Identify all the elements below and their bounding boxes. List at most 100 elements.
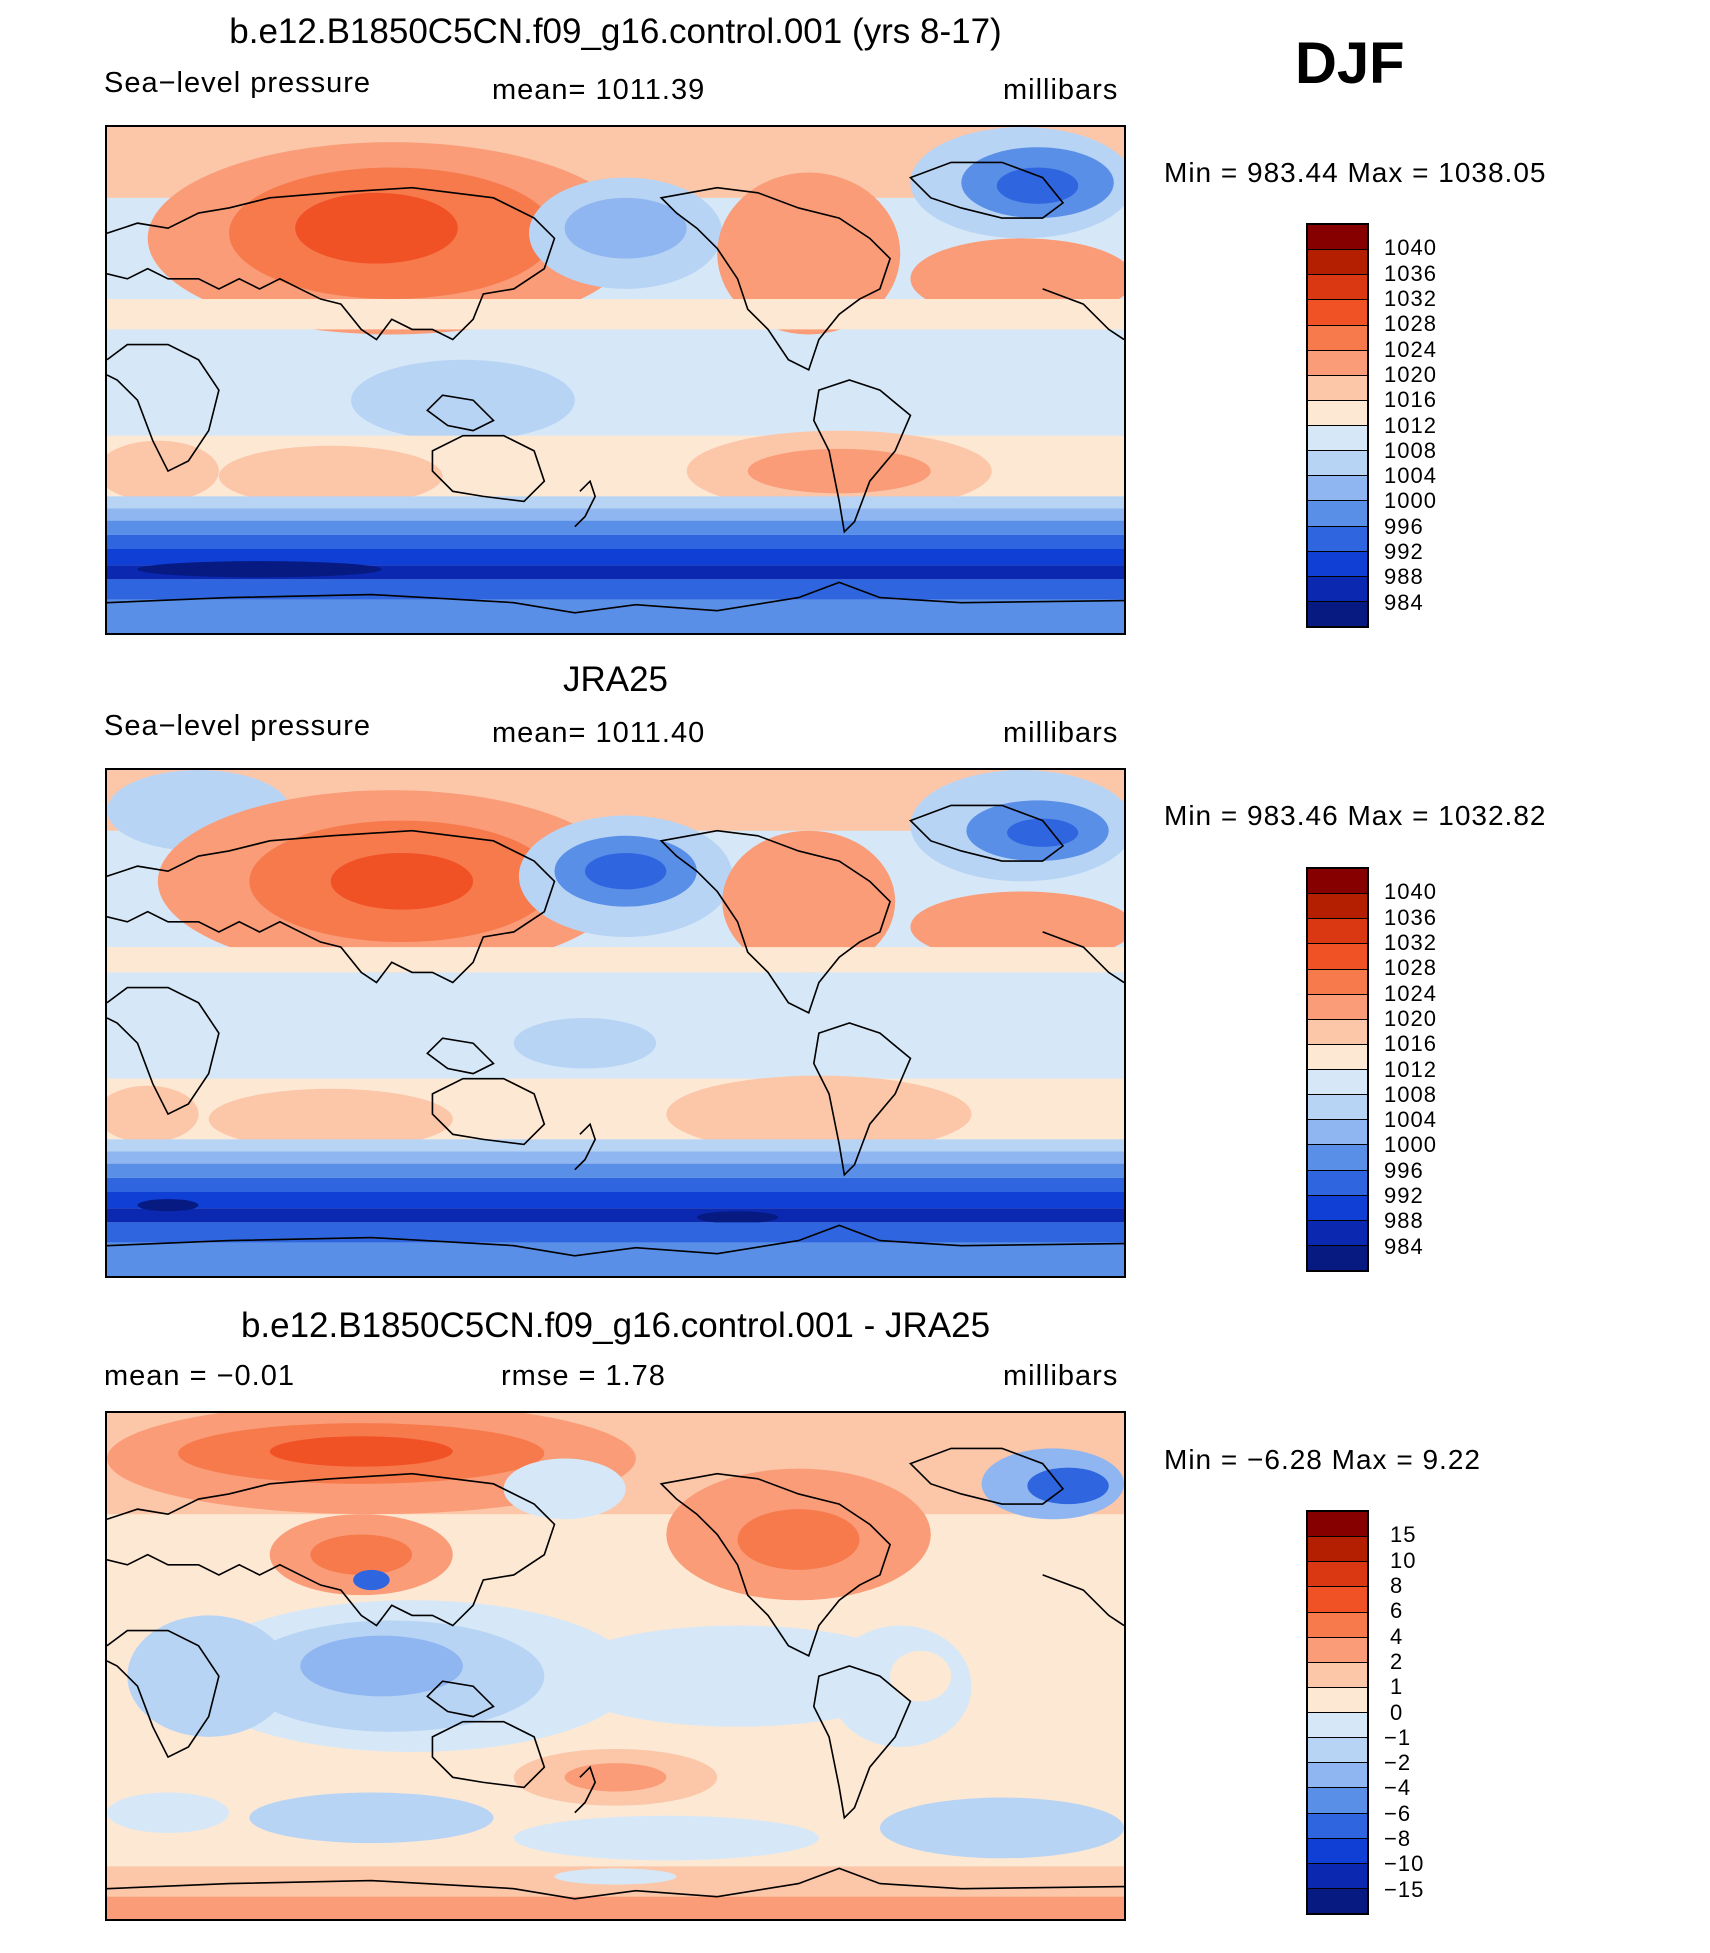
colorbar-label: 1012 [1384,413,1437,438]
colorbar-label: 1008 [1384,1082,1437,1107]
colorbar-label: 1028 [1384,311,1437,336]
colorbar-cell [1308,1888,1367,1913]
colorbar-cell [1308,526,1367,552]
colorbar-label: 8 [1390,1573,1404,1598]
colorbar-label: 1008 [1384,438,1437,463]
panel-1-minmax: Min = 983.44 Max = 1038.05 [1164,157,1547,188]
colorbar-label: −8 [1384,1826,1412,1851]
panel-2-colorbar-labels: 1040 1036 1032 1028 1024 1020 1016 1012 … [1384,867,1504,1272]
panel-3-mean-label: mean = −0.01 [104,1360,295,1392]
colorbar-label: −6 [1384,1801,1412,1826]
colorbar-cell [1308,325,1367,351]
panel-3-units-label: millibars [1003,1360,1119,1392]
colorbar-cell [1308,1838,1367,1864]
colorbar-cell [1308,1245,1367,1270]
colorbar-cell [1308,225,1367,251]
colorbar-label: −1 [1384,1725,1412,1750]
colorbar-label: 1036 [1384,905,1437,930]
colorbar-label: −4 [1384,1775,1412,1800]
panel-3-title: b.e12.B1850C5CN.f09_g16.control.001 - JR… [240,1306,991,1345]
colorbar-cell [1308,919,1367,945]
colorbar-label: 6 [1390,1598,1404,1623]
panel-2-title: JRA25 [562,660,669,699]
colorbar-cell [1308,1512,1367,1538]
colorbar-cell [1308,894,1367,920]
panel-3-rmse-label: rmse = 1.78 [501,1360,666,1392]
panel-1-colorbar [1306,223,1369,628]
colorbar-label: 1040 [1384,235,1437,260]
colorbar-cell [1308,501,1367,527]
colorbar-label: 992 [1384,539,1424,564]
colorbar-cell [1308,375,1367,401]
panel-2-variable-label: Sea−level pressure [104,710,372,742]
colorbar-label: 10 [1390,1548,1417,1573]
colorbar-cell [1308,350,1367,376]
colorbar-label: 1016 [1384,387,1437,412]
colorbar-label: 1016 [1384,1031,1437,1056]
colorbar-label: 1036 [1384,261,1437,286]
colorbar-cell [1308,1145,1367,1171]
colorbar-cell [1308,1019,1367,1045]
colorbar-cell [1308,300,1367,326]
panel-2-colorbar [1306,867,1369,1272]
colorbar-cell [1308,1788,1367,1814]
panel-3-map [105,1411,1126,1921]
colorbar-label: 1004 [1384,1107,1437,1132]
colorbar-label: 2 [1390,1649,1404,1674]
colorbar-cell [1308,1195,1367,1221]
colorbar-label: 1024 [1384,981,1437,1006]
colorbar-cell [1308,944,1367,970]
colorbar-label: 15 [1390,1522,1417,1547]
colorbar-label: 988 [1384,564,1424,589]
colorbar-cell [1308,400,1367,426]
colorbar-cell [1308,551,1367,577]
colorbar-label: −2 [1384,1750,1412,1775]
colorbar-cell [1308,576,1367,602]
colorbar-cell [1308,994,1367,1020]
colorbar-label: 1024 [1384,337,1437,362]
season-label: DJF [1295,31,1405,96]
colorbar-cell [1308,1813,1367,1839]
colorbar-cell [1308,601,1367,626]
colorbar-label: 1020 [1384,1006,1437,1031]
panel-1-variable-label: Sea−level pressure [104,67,372,99]
colorbar-label: 988 [1384,1208,1424,1233]
colorbar-cell [1308,1637,1367,1663]
colorbar-cell [1308,1662,1367,1688]
colorbar-label: 1028 [1384,955,1437,980]
panel-3-colorbar-labels: 15 10 8 6 4 2 1 0 −1 −2 −4 −6 −8 −10 −15 [1384,1510,1504,1915]
colorbar-label: 1032 [1384,286,1437,311]
colorbar-label: 996 [1384,1158,1424,1183]
colorbar-label: 1020 [1384,362,1437,387]
colorbar-cell [1308,1763,1367,1789]
colorbar-label: 1012 [1384,1057,1437,1082]
panel-1-title: b.e12.B1850C5CN.f09_g16.control.001 (yrs… [229,12,1002,51]
colorbar-cell [1308,426,1367,452]
colorbar-cell [1308,250,1367,276]
colorbar-cell [1308,1070,1367,1096]
colorbar-cell [1308,1044,1367,1070]
colorbar-cell [1308,1863,1367,1889]
colorbar-label: 984 [1384,590,1424,615]
panel-3-colorbar [1306,1510,1369,1915]
colorbar-cell [1308,1095,1367,1121]
panel-1-map [105,125,1126,635]
panel-2-units-label: millibars [1003,717,1119,749]
colorbar-label: 0 [1390,1700,1404,1725]
colorbar-cell [1308,1587,1367,1613]
panel-2-map [105,768,1126,1278]
colorbar-cell [1308,969,1367,995]
panel-1-mean-label: mean= 1011.39 [492,74,706,106]
panel-3-minmax: Min = −6.28 Max = 9.22 [1164,1444,1481,1475]
colorbar-cell [1308,1170,1367,1196]
colorbar-cell [1308,476,1367,502]
panel-1-colorbar-labels: 1040 1036 1032 1028 1024 1020 1016 1012 … [1384,223,1504,628]
colorbar-label: −15 [1384,1877,1425,1902]
panel-1-units-label: millibars [1003,74,1119,106]
colorbar-cell [1308,1738,1367,1764]
colorbar-label: 996 [1384,514,1424,539]
colorbar-label: 1000 [1384,488,1437,513]
colorbar-cell [1308,1537,1367,1563]
colorbar-cell [1308,1687,1367,1713]
colorbar-cell [1308,1612,1367,1638]
